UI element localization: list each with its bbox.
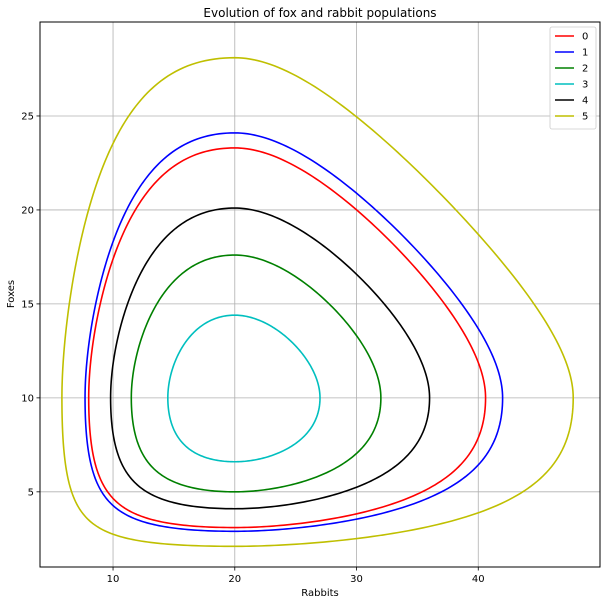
legend-label-2: 2 [582, 64, 588, 75]
series-3-line [167, 314, 321, 463]
chart-title: Evolution of fox and rabbit populations [203, 6, 436, 20]
series-4-line [109, 207, 431, 510]
legend-label-1: 1 [582, 48, 588, 59]
x-axis-label: Rabbits [301, 588, 338, 599]
series-lines [61, 56, 575, 548]
y-tick-label: 15 [21, 299, 34, 310]
x-tick-label: 10 [107, 574, 120, 585]
y-tick-label: 5 [28, 487, 34, 498]
x-axis-ticks: 10 20 30 40 [107, 567, 485, 585]
y-axis-ticks: 5 10 15 20 25 [21, 111, 40, 498]
legend-label-0: 0 [582, 32, 588, 43]
series-5-line [61, 56, 575, 548]
x-tick-label: 30 [350, 574, 363, 585]
y-tick-label: 25 [21, 111, 34, 122]
x-tick-label: 20 [228, 574, 241, 585]
x-tick-label: 40 [472, 574, 485, 585]
y-tick-label: 10 [21, 393, 34, 404]
series-2-line [130, 254, 382, 493]
y-axis-label: Foxes [6, 280, 17, 308]
series-0-line [87, 147, 487, 529]
legend-label-3: 3 [582, 80, 588, 91]
legend: 0 1 2 3 4 5 [549, 26, 597, 130]
legend-box [549, 26, 597, 130]
series-1-line [84, 132, 504, 533]
legend-label-5: 5 [582, 112, 588, 123]
legend-label-4: 4 [582, 96, 588, 107]
plot-frame [39, 21, 601, 568]
y-tick-label: 20 [21, 205, 34, 216]
